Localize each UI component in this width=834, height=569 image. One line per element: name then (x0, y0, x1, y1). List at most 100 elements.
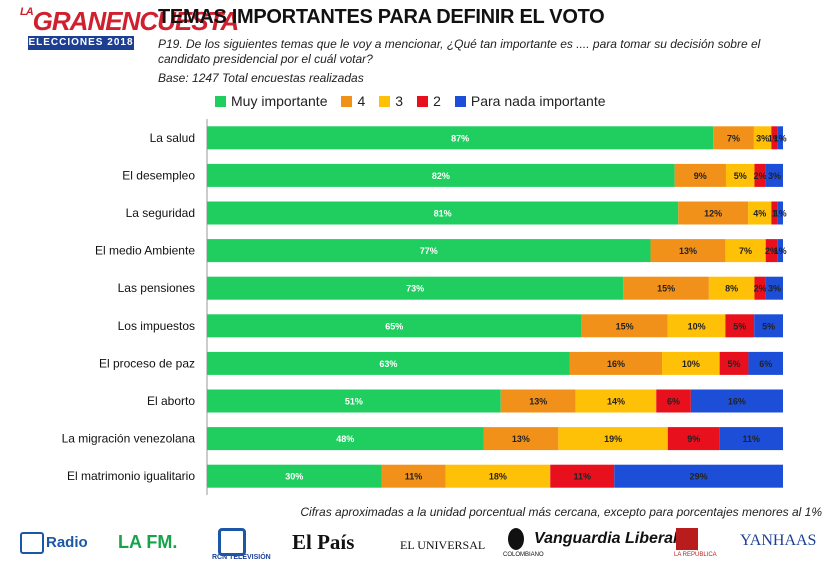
legend-label-muy: Muy importante (231, 93, 328, 109)
category-label: El proceso de paz (99, 356, 195, 370)
bar-segment-c2 (765, 239, 778, 263)
bar-segment-c4 (381, 464, 446, 488)
bar-segment-muy (207, 389, 501, 413)
data-label: 11% (743, 434, 761, 444)
data-label: 16% (607, 359, 625, 369)
sponsor-el-pais: El País (292, 530, 355, 554)
category-label: El aborto (147, 394, 195, 408)
bar-segment-c3 (725, 163, 755, 187)
sponsor-lafm: LA FM. (118, 532, 178, 552)
bar-segment-c3 (725, 239, 766, 263)
data-label: 1% (774, 246, 787, 256)
bar-segment-c4 (569, 351, 663, 375)
legend-item-nada: Para nada importante (454, 93, 606, 109)
logo-main-text: LAGRANENCUESTA (20, 6, 239, 36)
logo-sub-text: ELECCIONES 2018 (28, 36, 134, 50)
question-text: P19. De los siguientes temas que le voy … (158, 37, 761, 66)
la-republica-icon (676, 528, 698, 550)
bar-segment-c3 (575, 389, 657, 413)
stacked-bar-chart: La salud 87% 7% 3%1%1%El desempleo 82% 9% 5% 2%… (62, 119, 787, 495)
bar-segment-nada (777, 126, 783, 150)
page-title: TEMAS IMPORTANTES PARA DEFINIR EL VOTO (158, 6, 605, 28)
legend-item-muy: Muy importante (215, 93, 327, 109)
data-label: 12% (704, 209, 722, 219)
category-label: La seguridad (126, 206, 195, 220)
bar-segment-nada (719, 427, 783, 451)
legend-swatch-4 (341, 95, 353, 107)
bar-segment-c2 (656, 389, 691, 413)
bar-segment-c3 (445, 464, 551, 488)
gran-encuesta-logo: LAGRANENCUESTA ELECCIONES 2018 (8, 6, 239, 56)
data-label: 5% (734, 171, 747, 181)
bar-segment-c4 (483, 427, 559, 451)
legend-label-4: 4 (357, 93, 366, 109)
bar-segment-muy (207, 126, 714, 150)
bar-segment-c2 (771, 126, 778, 150)
bar-segment-c4 (713, 126, 754, 150)
data-label: 1% (768, 133, 781, 143)
sponsor-el-colombiano: COLOMBIANO (503, 552, 544, 558)
bar-segment-c2 (754, 276, 766, 300)
legend-label-2: 2 (433, 93, 441, 109)
data-label: 11% (405, 472, 423, 482)
data-label: 73% (406, 284, 424, 294)
bar-segment-c3 (708, 276, 755, 300)
legend-swatch-2 (417, 95, 429, 107)
bar-segment-c3 (558, 427, 668, 451)
rcn-radio-icon (20, 532, 44, 554)
bar-segment-c4 (650, 239, 726, 263)
bar-segment-nada (765, 276, 783, 300)
bar-segment-muy (207, 276, 624, 300)
data-label: 77% (420, 246, 438, 256)
sponsor-vanguardia: Vanguardia Liberal (534, 530, 678, 547)
data-label: 4% (753, 209, 766, 219)
bar-segment-c2 (771, 201, 778, 225)
bar-segment-nada (614, 464, 783, 488)
data-label: 15% (616, 321, 634, 331)
bar-segment-nada (754, 314, 783, 338)
bar-segment-c4 (623, 276, 709, 300)
data-label: 18% (489, 472, 507, 482)
legend-item-3: 3 (379, 93, 403, 109)
data-label: 63% (379, 359, 397, 369)
data-label: 48% (336, 434, 354, 444)
bar-segment-c2 (725, 314, 755, 338)
footnote: Cifras aproximadas a la unidad porcentua… (300, 505, 822, 519)
data-label: 13% (512, 434, 530, 444)
data-label: 3% (768, 171, 781, 181)
legend-item-4: 4 (341, 93, 365, 109)
bar-segment-c3 (748, 201, 772, 225)
bar-segment-muy (207, 201, 679, 225)
data-label: 1% (774, 133, 787, 143)
data-label: 5% (728, 359, 741, 369)
bar-segment-muy (207, 351, 570, 375)
data-label: 3% (768, 284, 781, 294)
bar-segment-c3 (667, 314, 726, 338)
legend-swatch-muy (215, 95, 226, 107)
bar-segment-c4 (674, 163, 726, 187)
bar-segment-nada (690, 389, 783, 413)
bar-segment-c3 (662, 351, 720, 375)
bar-segment-muy (207, 239, 651, 263)
data-label: 5% (762, 321, 775, 331)
legend-label-nada: Para nada importante (470, 93, 606, 109)
bar-segment-nada (777, 201, 783, 225)
bar-segment-muy (207, 427, 484, 451)
bar-segment-c2 (719, 351, 749, 375)
data-label: 1 (772, 209, 777, 219)
sponsor-el-universal: EL UNIVERSAL (400, 538, 486, 552)
data-label: 30% (285, 472, 303, 482)
data-label: 65% (385, 321, 403, 331)
legend-swatch-3 (379, 95, 391, 107)
data-label: 82% (432, 171, 450, 181)
data-label: 19% (604, 434, 622, 444)
data-label: 6% (759, 359, 772, 369)
category-label: La migración venezolana (62, 432, 196, 446)
bar-segment-c2 (550, 464, 615, 488)
bar-segment-c2 (754, 163, 766, 187)
bar-segment-nada (765, 163, 783, 187)
data-label: 7% (727, 133, 740, 143)
legend-swatch-nada (454, 95, 466, 107)
data-label: 1% (774, 209, 787, 219)
el-colombiano-icon (508, 528, 524, 550)
